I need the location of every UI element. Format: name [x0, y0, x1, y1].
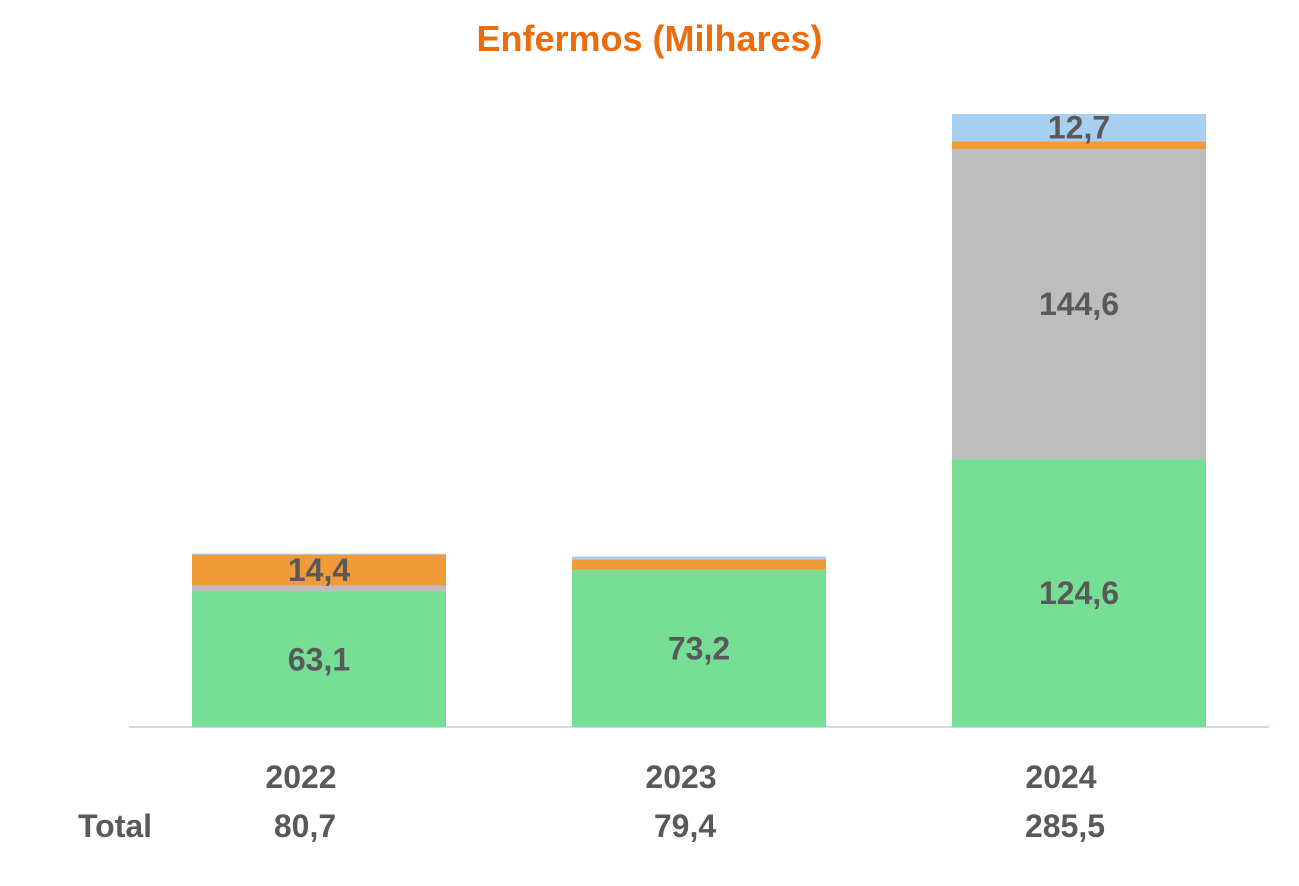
bar-segment: [192, 553, 446, 555]
bar-segment: [572, 556, 826, 560]
data-label: 144,6: [1039, 286, 1119, 322]
bar-segment: [952, 148, 1206, 460]
bar-segment: [572, 569, 826, 727]
total-value: 79,4: [654, 808, 716, 844]
data-label: 14,4: [288, 552, 350, 588]
totals-row-label: Total: [78, 808, 152, 844]
chart-title: Enfermos (Milhares): [476, 18, 823, 59]
x-tick-label: 2024: [1025, 759, 1096, 795]
total-value: 80,7: [274, 808, 336, 844]
bar-segment: [192, 591, 446, 727]
bar-segment: [192, 585, 446, 592]
x-tick-label: 2023: [645, 759, 716, 795]
bar-segment: [952, 141, 1206, 149]
bar-segment: [192, 554, 446, 586]
data-label: 124,6: [1039, 575, 1119, 611]
data-label: 12,7: [1048, 110, 1110, 146]
data-label: 73,2: [668, 630, 730, 666]
bar-segment: [572, 559, 826, 570]
data-label: 63,1: [288, 641, 350, 677]
x-tick-label: 2022: [265, 759, 336, 795]
total-value: 285,5: [1025, 808, 1105, 844]
bar-segment: [952, 459, 1206, 727]
bar-segment: [952, 114, 1206, 142]
